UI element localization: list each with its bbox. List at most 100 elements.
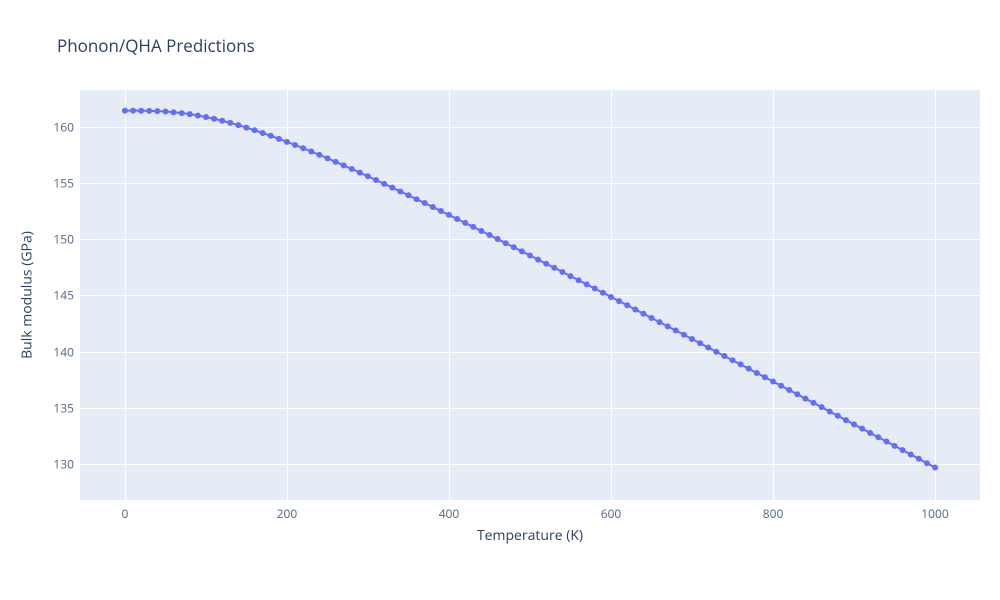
series-marker[interactable] <box>535 257 541 263</box>
series-marker[interactable] <box>900 447 906 453</box>
series-marker[interactable] <box>665 323 671 329</box>
series-marker[interactable] <box>527 252 533 258</box>
series-marker[interactable] <box>811 400 817 406</box>
series-marker[interactable] <box>778 383 784 389</box>
series-marker[interactable] <box>470 224 476 230</box>
series-marker[interactable] <box>454 216 460 222</box>
series-marker[interactable] <box>292 142 298 148</box>
series-marker[interactable] <box>389 185 395 191</box>
series-marker[interactable] <box>300 145 306 151</box>
series-marker[interactable] <box>924 460 930 466</box>
series-marker[interactable] <box>584 281 590 287</box>
series-marker[interactable] <box>746 366 752 372</box>
series-marker[interactable] <box>235 122 241 128</box>
series-marker[interactable] <box>608 294 614 300</box>
series-marker[interactable] <box>519 248 525 254</box>
series-marker[interactable] <box>268 133 274 139</box>
series-marker[interactable] <box>495 236 501 242</box>
series-marker[interactable] <box>835 413 841 419</box>
series-marker[interactable] <box>624 302 630 308</box>
series-marker[interactable] <box>405 192 411 198</box>
series-marker[interactable] <box>381 181 387 187</box>
series-marker[interactable] <box>892 443 898 449</box>
series-marker[interactable] <box>738 361 744 367</box>
series-marker[interactable] <box>754 370 760 376</box>
series-marker[interactable] <box>559 269 565 275</box>
series-marker[interactable] <box>762 374 768 380</box>
series-marker[interactable] <box>640 311 646 317</box>
series-marker[interactable] <box>802 396 808 402</box>
series-marker[interactable] <box>179 110 185 116</box>
series-marker[interactable] <box>867 430 873 436</box>
series-marker[interactable] <box>219 118 225 124</box>
series-marker[interactable] <box>681 332 687 338</box>
series-marker[interactable] <box>551 265 557 271</box>
series-marker[interactable] <box>697 340 703 346</box>
series-marker[interactable] <box>827 408 833 414</box>
series-marker[interactable] <box>422 200 428 206</box>
series-marker[interactable] <box>770 378 776 384</box>
series-marker[interactable] <box>819 404 825 410</box>
series-marker[interactable] <box>284 139 290 145</box>
series-marker[interactable] <box>730 357 736 363</box>
series-marker[interactable] <box>883 439 889 445</box>
series-marker[interactable] <box>786 387 792 393</box>
series-marker[interactable] <box>705 344 711 350</box>
series-marker[interactable] <box>859 426 865 432</box>
series-marker[interactable] <box>543 261 549 267</box>
series-marker[interactable] <box>632 307 638 313</box>
series-marker[interactable] <box>438 208 444 214</box>
series-marker[interactable] <box>503 240 509 246</box>
series-marker[interactable] <box>689 336 695 342</box>
series-marker[interactable] <box>657 319 663 325</box>
series-marker[interactable] <box>154 108 160 114</box>
series-marker[interactable] <box>600 290 606 296</box>
series-marker[interactable] <box>932 464 938 470</box>
series-marker[interactable] <box>649 315 655 321</box>
series-marker[interactable] <box>365 173 371 179</box>
series-marker[interactable] <box>341 162 347 168</box>
series-marker[interactable] <box>195 112 201 118</box>
series-marker[interactable] <box>130 108 136 114</box>
series-line[interactable] <box>125 111 935 468</box>
series-marker[interactable] <box>851 421 857 427</box>
series-marker[interactable] <box>171 109 177 115</box>
series-marker[interactable] <box>916 456 922 462</box>
series-marker[interactable] <box>203 114 209 120</box>
series-marker[interactable] <box>576 277 582 283</box>
series-marker[interactable] <box>276 136 282 142</box>
series-marker[interactable] <box>430 204 436 210</box>
series-marker[interactable] <box>333 159 339 165</box>
series-marker[interactable] <box>349 166 355 172</box>
series-marker[interactable] <box>252 127 258 133</box>
series-marker[interactable] <box>316 152 322 158</box>
series-marker[interactable] <box>843 417 849 423</box>
series-marker[interactable] <box>713 349 719 355</box>
series-marker[interactable] <box>227 120 233 126</box>
series-marker[interactable] <box>122 108 128 114</box>
series-marker[interactable] <box>446 212 452 218</box>
series-marker[interactable] <box>414 196 420 202</box>
series-marker[interactable] <box>357 170 363 176</box>
series-marker[interactable] <box>211 116 217 122</box>
series-marker[interactable] <box>875 434 881 440</box>
series-marker[interactable] <box>146 108 152 114</box>
series-marker[interactable] <box>568 273 574 279</box>
series-marker[interactable] <box>794 391 800 397</box>
series-marker[interactable] <box>511 244 517 250</box>
series-marker[interactable] <box>673 328 679 334</box>
series-marker[interactable] <box>243 125 249 131</box>
series-marker[interactable] <box>187 111 193 117</box>
series-marker[interactable] <box>162 109 168 115</box>
series-marker[interactable] <box>397 188 403 194</box>
series-marker[interactable] <box>138 108 144 114</box>
series-marker[interactable] <box>373 177 379 183</box>
series-marker[interactable] <box>324 155 330 161</box>
series-marker[interactable] <box>478 228 484 234</box>
series-marker[interactable] <box>616 298 622 304</box>
series-marker[interactable] <box>721 353 727 359</box>
series-marker[interactable] <box>260 130 266 136</box>
series-marker[interactable] <box>487 232 493 238</box>
series-marker[interactable] <box>462 220 468 226</box>
series-marker[interactable] <box>592 286 598 292</box>
